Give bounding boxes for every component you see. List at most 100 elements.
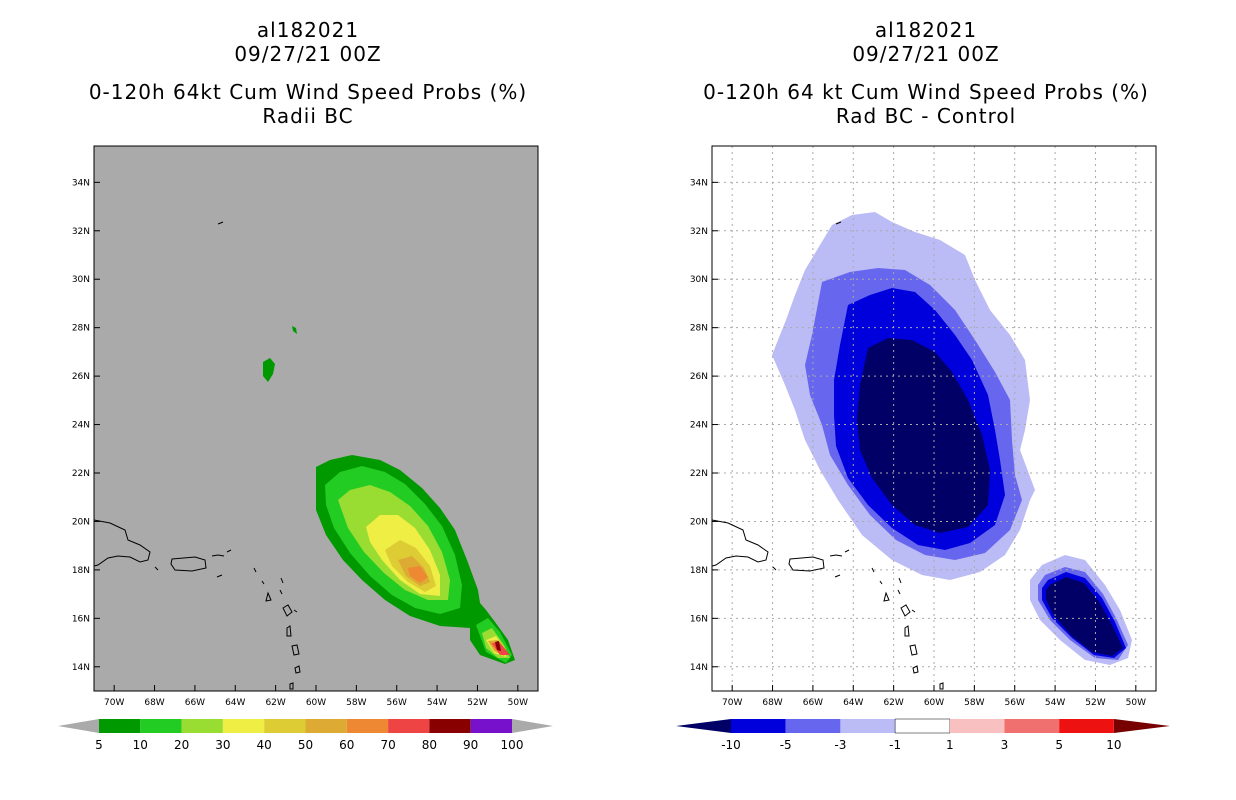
right-lon-ticks: 70W 68W 66W 64W 62W 60W 58W 56W 54W 52W 50W bbox=[722, 685, 1146, 708]
left-colorbar-under-arrow bbox=[58, 719, 99, 733]
lat-tick-label: 22N bbox=[690, 469, 708, 479]
lat-tick-label: 28N bbox=[690, 324, 708, 334]
left-colorbar-label: 100 bbox=[501, 738, 524, 752]
left-colorbar-box bbox=[388, 719, 430, 733]
left-colorbar-box bbox=[264, 719, 306, 733]
right-colorbar-box bbox=[1059, 719, 1114, 733]
contour-50 bbox=[398, 556, 507, 656]
left-map: 70W 68W 66W 64W 62W 60W 58W 56W 54W 52W 50W 14N 16N… bbox=[72, 145, 539, 708]
right-colorbar-box bbox=[840, 719, 896, 733]
lon-tick-label: 60W bbox=[306, 698, 326, 708]
lat-tick-label: 14N bbox=[690, 663, 708, 673]
lat-tick-label: 18N bbox=[690, 566, 708, 576]
left-colorbar-box bbox=[346, 719, 389, 733]
left-island-26n bbox=[263, 358, 275, 382]
lon-tick-label: 62W bbox=[265, 698, 285, 708]
right-colorbar-label: 5 bbox=[1055, 738, 1063, 752]
left-colorbar-box bbox=[140, 719, 182, 733]
right-map: 70W 68W 66W 64W 62W 60W 58W 56W 54W 52W 50W 14N 16N… bbox=[690, 145, 1157, 708]
right-chart-title: al182021 09/27/21 00Z 0-120h 64 kt Cum W… bbox=[676, 18, 1176, 128]
left-colorbar-label: 40 bbox=[257, 738, 272, 752]
lon-tick-label: 68W bbox=[762, 698, 782, 708]
lat-tick-label: 34N bbox=[72, 178, 90, 188]
left-colorbar-label: 80 bbox=[422, 738, 437, 752]
right-colorbar-label: 10 bbox=[1106, 738, 1121, 752]
right-date: 09/27/21 00Z bbox=[852, 42, 1000, 66]
right-difference-contours bbox=[712, 146, 1156, 691]
right-colorbar-label: 3 bbox=[1001, 738, 1009, 752]
lat-tick-label: 30N bbox=[72, 275, 90, 285]
right-storm-id: al182021 bbox=[874, 18, 978, 42]
left-colorbar-label: 10 bbox=[133, 738, 148, 752]
left-colorbar-box bbox=[99, 719, 141, 733]
left-colorbar-box bbox=[181, 719, 223, 733]
right-colorbar-box bbox=[1004, 719, 1060, 733]
right-colorbar-label: -1 bbox=[889, 738, 901, 752]
lon-tick-label: 52W bbox=[467, 698, 487, 708]
lat-tick-label: 32N bbox=[690, 227, 708, 237]
lat-tick-label: 14N bbox=[72, 663, 90, 673]
right-colorbar-label: -3 bbox=[834, 738, 846, 752]
lat-tick-label: 16N bbox=[690, 614, 708, 624]
lon-tick-label: 56W bbox=[387, 698, 407, 708]
contour-80 bbox=[495, 641, 501, 651]
right-colorbar-label: -10 bbox=[721, 738, 741, 752]
lat-tick-label: 30N bbox=[690, 275, 708, 285]
diff-contour-minus10 bbox=[857, 338, 990, 533]
left-lon-ticks: 70W 68W 66W 64W 62W 60W 58W 56W 54W 52W 50W bbox=[104, 685, 528, 708]
left-storm-id: al182021 bbox=[256, 18, 360, 42]
lon-tick-label: 68W bbox=[144, 698, 164, 708]
lat-tick-label: 24N bbox=[690, 421, 708, 431]
lat-tick-label: 26N bbox=[72, 372, 90, 382]
left-colorbar-box bbox=[305, 719, 347, 733]
lon-tick-label: 64W bbox=[843, 698, 863, 708]
left-colorbar: 5 10 20 30 40 50 60 70 80 90 100 bbox=[58, 719, 553, 752]
left-subtitle: Radii BC bbox=[262, 104, 354, 128]
lon-tick-label: 50W bbox=[1126, 698, 1146, 708]
left-colorbar-label: 30 bbox=[215, 738, 230, 752]
left-colorbar-label: 70 bbox=[380, 738, 395, 752]
lon-tick-label: 64W bbox=[225, 698, 245, 708]
lon-tick-label: 50W bbox=[508, 698, 528, 708]
left-colorbar-box bbox=[222, 719, 265, 733]
lon-tick-label: 70W bbox=[722, 698, 742, 708]
lat-tick-label: 20N bbox=[690, 517, 708, 527]
right-colorbar: -10 -5 -3 -1 1 3 5 10 bbox=[676, 718, 1170, 752]
left-colorbar-label: 5 bbox=[95, 738, 103, 752]
left-colorbar-label: 50 bbox=[298, 738, 313, 752]
right-product-title: 0-120h 64 kt Cum Wind Speed Probs (%) bbox=[703, 80, 1149, 104]
right-colorbar-box bbox=[731, 719, 786, 733]
right-colorbar-label: -5 bbox=[780, 738, 792, 752]
left-colorbar-box bbox=[429, 719, 471, 733]
right-colorbar-box bbox=[785, 719, 841, 733]
right-colorbar-box bbox=[949, 719, 1005, 733]
lat-tick-label: 32N bbox=[72, 227, 90, 237]
right-colorbar-under-arrow bbox=[676, 719, 731, 733]
left-colorbar-label: 60 bbox=[339, 738, 354, 752]
right-subtitle: Rad BC - Control bbox=[835, 104, 1017, 128]
lat-tick-label: 24N bbox=[72, 421, 90, 431]
right-coastlines bbox=[712, 221, 944, 690]
lon-tick-label: 54W bbox=[427, 698, 447, 708]
left-lat-ticks: 14N 16N 18N 20N 22N 24N 26N 28N 30N 32N 34N bbox=[72, 178, 100, 673]
left-chart-title: al182021 09/27/21 00Z 0-120h 64kt Cum Wi… bbox=[58, 18, 558, 128]
right-colorbar-over-arrow bbox=[1114, 719, 1170, 733]
left-date: 09/27/21 00Z bbox=[234, 42, 382, 66]
left-colorbar-label: 90 bbox=[463, 738, 478, 752]
lon-tick-label: 58W bbox=[346, 698, 366, 708]
lat-tick-label: 34N bbox=[690, 178, 708, 188]
lat-tick-label: 18N bbox=[72, 566, 90, 576]
right-gridlines bbox=[712, 146, 1156, 691]
diff-contour-minus10-south bbox=[1046, 577, 1123, 656]
lat-tick-label: 28N bbox=[72, 324, 90, 334]
lon-tick-label: 66W bbox=[185, 698, 205, 708]
right-lat-ticks: 14N 16N 18N 20N 22N 24N 26N 28N 30N 32N 34N bbox=[690, 178, 718, 673]
lat-tick-label: 22N bbox=[72, 469, 90, 479]
lon-tick-label: 66W bbox=[803, 698, 823, 708]
left-probability-contours bbox=[94, 221, 515, 690]
left-colorbar-label: 20 bbox=[174, 738, 189, 752]
left-product-title: 0-120h 64kt Cum Wind Speed Probs (%) bbox=[88, 80, 528, 104]
lon-tick-label: 62W bbox=[883, 698, 903, 708]
lon-tick-label: 58W bbox=[964, 698, 984, 708]
